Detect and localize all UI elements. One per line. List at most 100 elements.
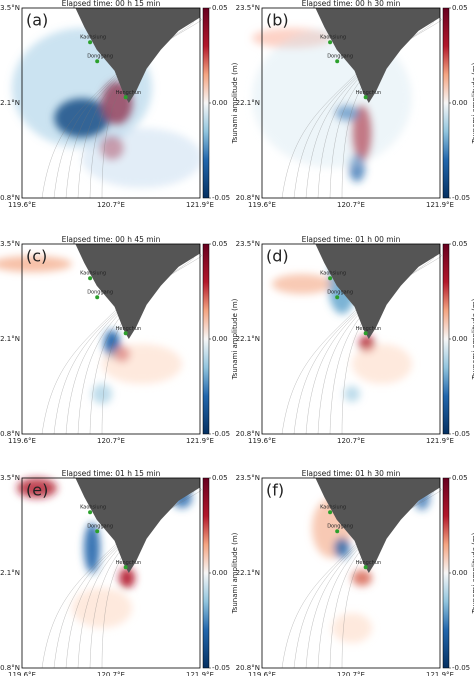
panel: Kaohsiung Donggang Hengchun (c) Elapsed time… <box>0 235 239 445</box>
wave <box>82 128 202 188</box>
wave <box>272 274 332 294</box>
station <box>363 331 368 336</box>
colorbar-tick-label: 0.05 <box>212 474 228 482</box>
lat-tick-label: 23.5°N <box>236 240 260 248</box>
lon-tick-label: 120.7°E <box>97 437 125 445</box>
lon-tick-label: 121.9°E <box>426 201 454 209</box>
lon-tick-label: 121.9°E <box>186 437 214 445</box>
land <box>75 8 200 103</box>
station <box>363 95 368 100</box>
colorbar-tick-label: 0.00 <box>212 335 228 343</box>
wave <box>334 538 350 558</box>
station <box>88 510 93 515</box>
lat-tick-label: 22.1°N <box>236 569 260 577</box>
lon-tick-label: 120.7°E <box>337 437 365 445</box>
station <box>328 40 333 45</box>
lat-tick-label: 20.8°N <box>236 664 260 672</box>
colorbar-tick-label: 0.00 <box>452 569 468 577</box>
lon-tick-label: 120.7°E <box>97 671 125 676</box>
lat-tick-label: 23.5°N <box>0 474 20 482</box>
place-label: Kaohsiung <box>80 271 106 277</box>
lat-tick-label: 20.8°N <box>236 194 260 202</box>
colorbar-tick-label: 0.00 <box>212 99 228 107</box>
station <box>95 295 100 300</box>
colorbar-label: Tsunami amplitude (m) <box>471 532 474 614</box>
station <box>335 295 340 300</box>
colorbar-tick-label: -0.05 <box>452 194 470 202</box>
wave <box>84 523 100 573</box>
place-label: Donggang <box>327 290 353 296</box>
colorbar-label: Tsunami amplitude (m) <box>231 298 239 380</box>
place-label: Donggang <box>87 524 113 530</box>
map-frame <box>261 477 441 669</box>
station <box>95 529 100 534</box>
lon-tick-label: 120.7°E <box>337 671 365 676</box>
panel: Kaohsiung Donggang Hengchun (e) Elapsed time… <box>0 469 239 676</box>
colorbar-tick-label: -0.05 <box>452 664 470 672</box>
panel-label: (d) <box>266 247 289 266</box>
wave-field <box>0 256 182 404</box>
lon-tick-label: 119.6°E <box>248 201 276 209</box>
colorbar-tick-label: 0.00 <box>452 335 468 343</box>
lat-tick-label: 20.8°N <box>236 430 260 438</box>
panel: Kaohsiung Donggang Hengchun (a) Elapsed time… <box>0 0 239 209</box>
land <box>315 478 440 573</box>
wave <box>102 344 182 384</box>
place-label: Hengchun <box>356 90 381 96</box>
lat-tick-label: 23.5°N <box>236 474 260 482</box>
panel-label: (b) <box>266 11 289 30</box>
panel: Kaohsiung Donggang Hengchun (f) Elapsed time… <box>236 469 474 676</box>
lon-tick-label: 120.7°E <box>97 201 125 209</box>
wave <box>352 344 412 384</box>
map-frame <box>261 7 441 199</box>
lon-tick-label: 120.7°E <box>337 201 365 209</box>
colorbar-label: Tsunami amplitude (m) <box>471 298 474 380</box>
panel-title: Elapsed time: 01 h 30 min <box>302 469 401 478</box>
panel: Kaohsiung Donggang Hengchun (d) Elapsed time… <box>236 235 474 445</box>
colorbar-tick-label: 0.00 <box>212 569 228 577</box>
lat-tick-label: 22.1°N <box>0 335 20 343</box>
lat-tick-label: 20.8°N <box>0 664 20 672</box>
colorbar-tick-label: 0.05 <box>452 474 468 482</box>
place-label: Kaohsiung <box>320 35 346 41</box>
place-label: Kaohsiung <box>320 505 346 511</box>
station <box>328 276 333 281</box>
place-label: Hengchun <box>116 560 141 566</box>
colorbar-label: Tsunami amplitude (m) <box>471 62 474 144</box>
station <box>123 565 128 570</box>
place-label: Donggang <box>327 524 353 530</box>
lon-tick-label: 119.6°E <box>8 437 36 445</box>
lon-tick-label: 121.9°E <box>426 671 454 676</box>
wave <box>92 384 112 404</box>
lon-tick-label: 121.9°E <box>186 671 214 676</box>
lon-tick-label: 119.6°E <box>8 671 36 676</box>
station <box>88 40 93 45</box>
lat-tick-label: 20.8°N <box>0 430 20 438</box>
panel-title: Elapsed time: 00 h 45 min <box>62 235 161 244</box>
station <box>123 331 128 336</box>
panel: Kaohsiung Donggang Hengchun (b) Elapsed time… <box>236 0 474 209</box>
colorbar-label: Tsunami amplitude (m) <box>231 532 239 614</box>
lat-tick-label: 22.1°N <box>0 569 20 577</box>
colorbar-tick-label: 0.05 <box>452 240 468 248</box>
colorbar-tick-label: 0.05 <box>212 4 228 12</box>
wave <box>119 568 135 588</box>
station <box>123 95 128 100</box>
wave <box>72 588 132 628</box>
station <box>95 59 100 64</box>
panel-label: (a) <box>26 11 48 30</box>
place-label: Hengchun <box>356 560 381 566</box>
land <box>75 244 200 339</box>
place-label: Kaohsiung <box>320 271 346 277</box>
place-label: Hengchun <box>356 326 381 332</box>
place-label: Donggang <box>327 54 353 60</box>
wave <box>344 386 360 402</box>
colorbar-tick-label: -0.05 <box>212 430 230 438</box>
land <box>75 478 200 573</box>
colorbar <box>442 7 450 199</box>
lon-tick-label: 121.9°E <box>426 437 454 445</box>
lat-tick-label: 23.5°N <box>0 240 20 248</box>
land <box>315 244 440 339</box>
lat-tick-label: 23.5°N <box>236 4 260 12</box>
